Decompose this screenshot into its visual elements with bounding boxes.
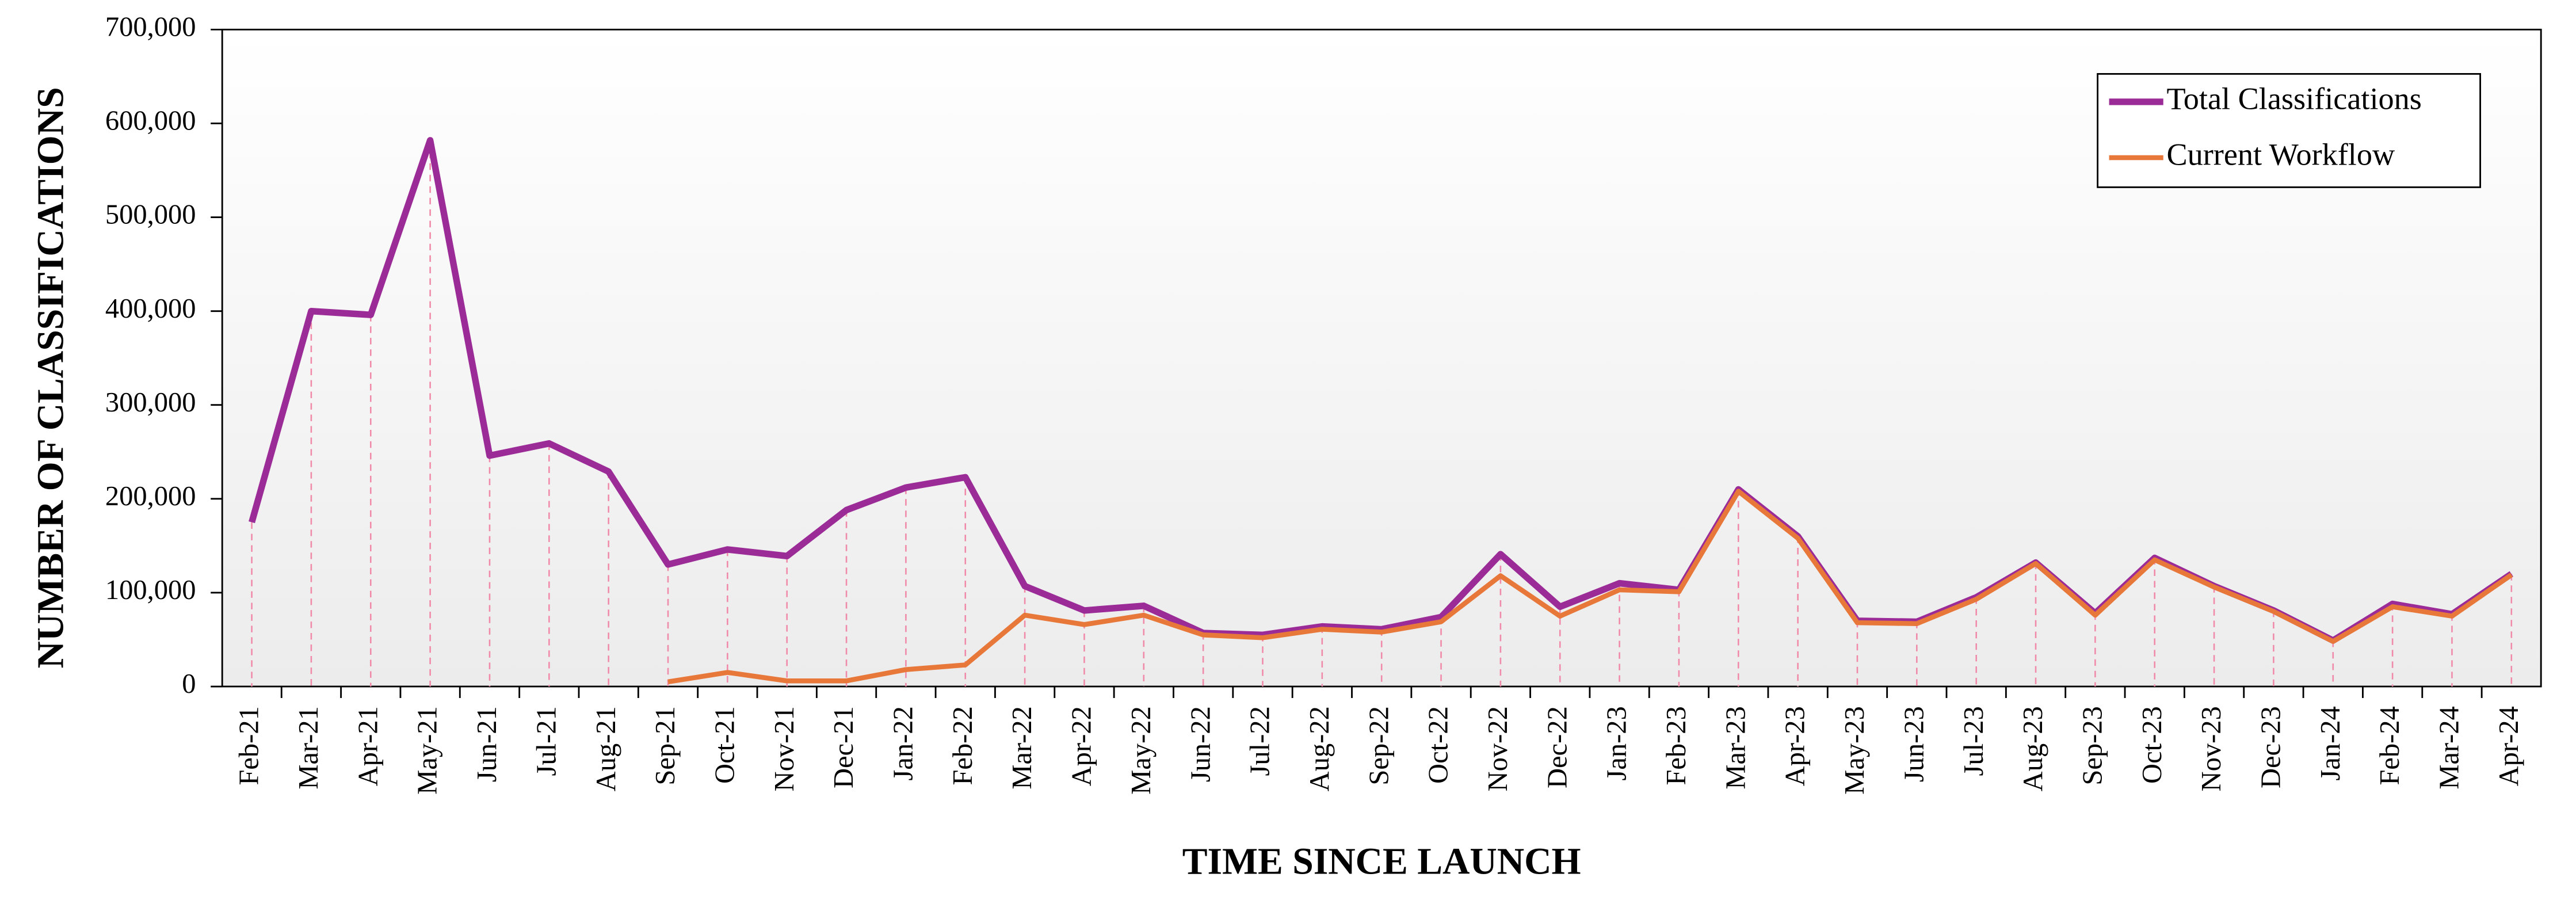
- y-axis-title: NUMBER OF CLASSIFICATIONS: [30, 87, 71, 668]
- x-tick-label: Feb-24: [2375, 706, 2405, 785]
- x-tick-label: Jan-24: [2315, 706, 2346, 780]
- x-tick-label: Jul-22: [1245, 706, 1276, 776]
- x-tick-label: Jan-22: [888, 706, 919, 780]
- x-tick-label: Sep-23: [2077, 706, 2108, 785]
- x-tick-label: Aug-21: [591, 706, 621, 791]
- legend: Total Classifications Current Workflow: [2097, 73, 2481, 188]
- legend-box: [2097, 73, 2481, 188]
- x-tick-label: Oct-21: [709, 706, 740, 784]
- x-tick-label: Jan-23: [1602, 706, 1632, 780]
- x-tick-label: Nov-21: [769, 706, 800, 791]
- y-tick-label: 600,000: [105, 106, 196, 136]
- legend-label: Total Classifications: [2166, 81, 2421, 116]
- x-tick-label: Jun-21: [472, 706, 502, 782]
- x-tick-label: Apr-24: [2494, 706, 2524, 786]
- x-tick-label: Aug-22: [1304, 706, 1335, 791]
- y-tick-label: 200,000: [105, 481, 196, 512]
- x-tick-label: Feb-21: [234, 706, 265, 785]
- x-tick-label: Apr-23: [1780, 706, 1811, 786]
- x-tick-label: Sep-21: [650, 706, 681, 785]
- y-tick-label: 0: [182, 669, 196, 699]
- x-tick-label: Jul-23: [1959, 706, 1989, 776]
- x-tick-label: May-22: [1126, 706, 1157, 795]
- x-tick-label: Mar-22: [1007, 706, 1037, 789]
- legend-label: Current Workflow: [2166, 137, 2395, 171]
- plot-layer: 0 100,000 200,000 300,000 400,000 500,000 600,…: [105, 12, 2524, 794]
- x-tick-label: Jun-23: [1899, 706, 1929, 782]
- y-tick-label: 500,000: [105, 200, 196, 230]
- x-tick-label: Dec-21: [829, 706, 859, 788]
- x-tick-label: Dec-22: [1542, 706, 1573, 788]
- y-tick-label: 300,000: [105, 387, 196, 418]
- x-tick-label: Sep-22: [1364, 706, 1394, 785]
- x-tick-label: May-23: [1840, 706, 1870, 795]
- x-tick-label: Mar-24: [2434, 706, 2465, 789]
- y-tick-label: 400,000: [105, 293, 196, 324]
- y-tick-label: 700,000: [105, 12, 196, 42]
- y-tick-label: 100,000: [105, 575, 196, 605]
- x-tick-label: Jul-21: [531, 706, 562, 776]
- x-tick-label: Jun-22: [1185, 706, 1216, 782]
- series-line: [667, 489, 2513, 685]
- x-tick-label: Nov-23: [2196, 706, 2227, 791]
- x-tick-label: Oct-23: [2137, 706, 2167, 784]
- x-tick-label: Apr-21: [353, 706, 383, 786]
- x-tick-label: Mar-23: [1720, 706, 1751, 789]
- x-tick-label: Nov-22: [1483, 706, 1513, 791]
- x-tick-label: Dec-23: [2256, 706, 2287, 788]
- x-tick-label: Feb-22: [948, 706, 978, 785]
- x-tick-label: Mar-21: [293, 706, 324, 789]
- x-tick-label: Feb-23: [1661, 706, 1692, 785]
- x-axis-title: TIME SINCE LAUNCH: [1182, 841, 1581, 882]
- x-tick-label: May-21: [413, 706, 443, 795]
- x-tick-label: Oct-22: [1424, 706, 1454, 784]
- x-tick-label: Apr-22: [1067, 706, 1097, 786]
- x-tick-label: Aug-23: [2018, 706, 2048, 791]
